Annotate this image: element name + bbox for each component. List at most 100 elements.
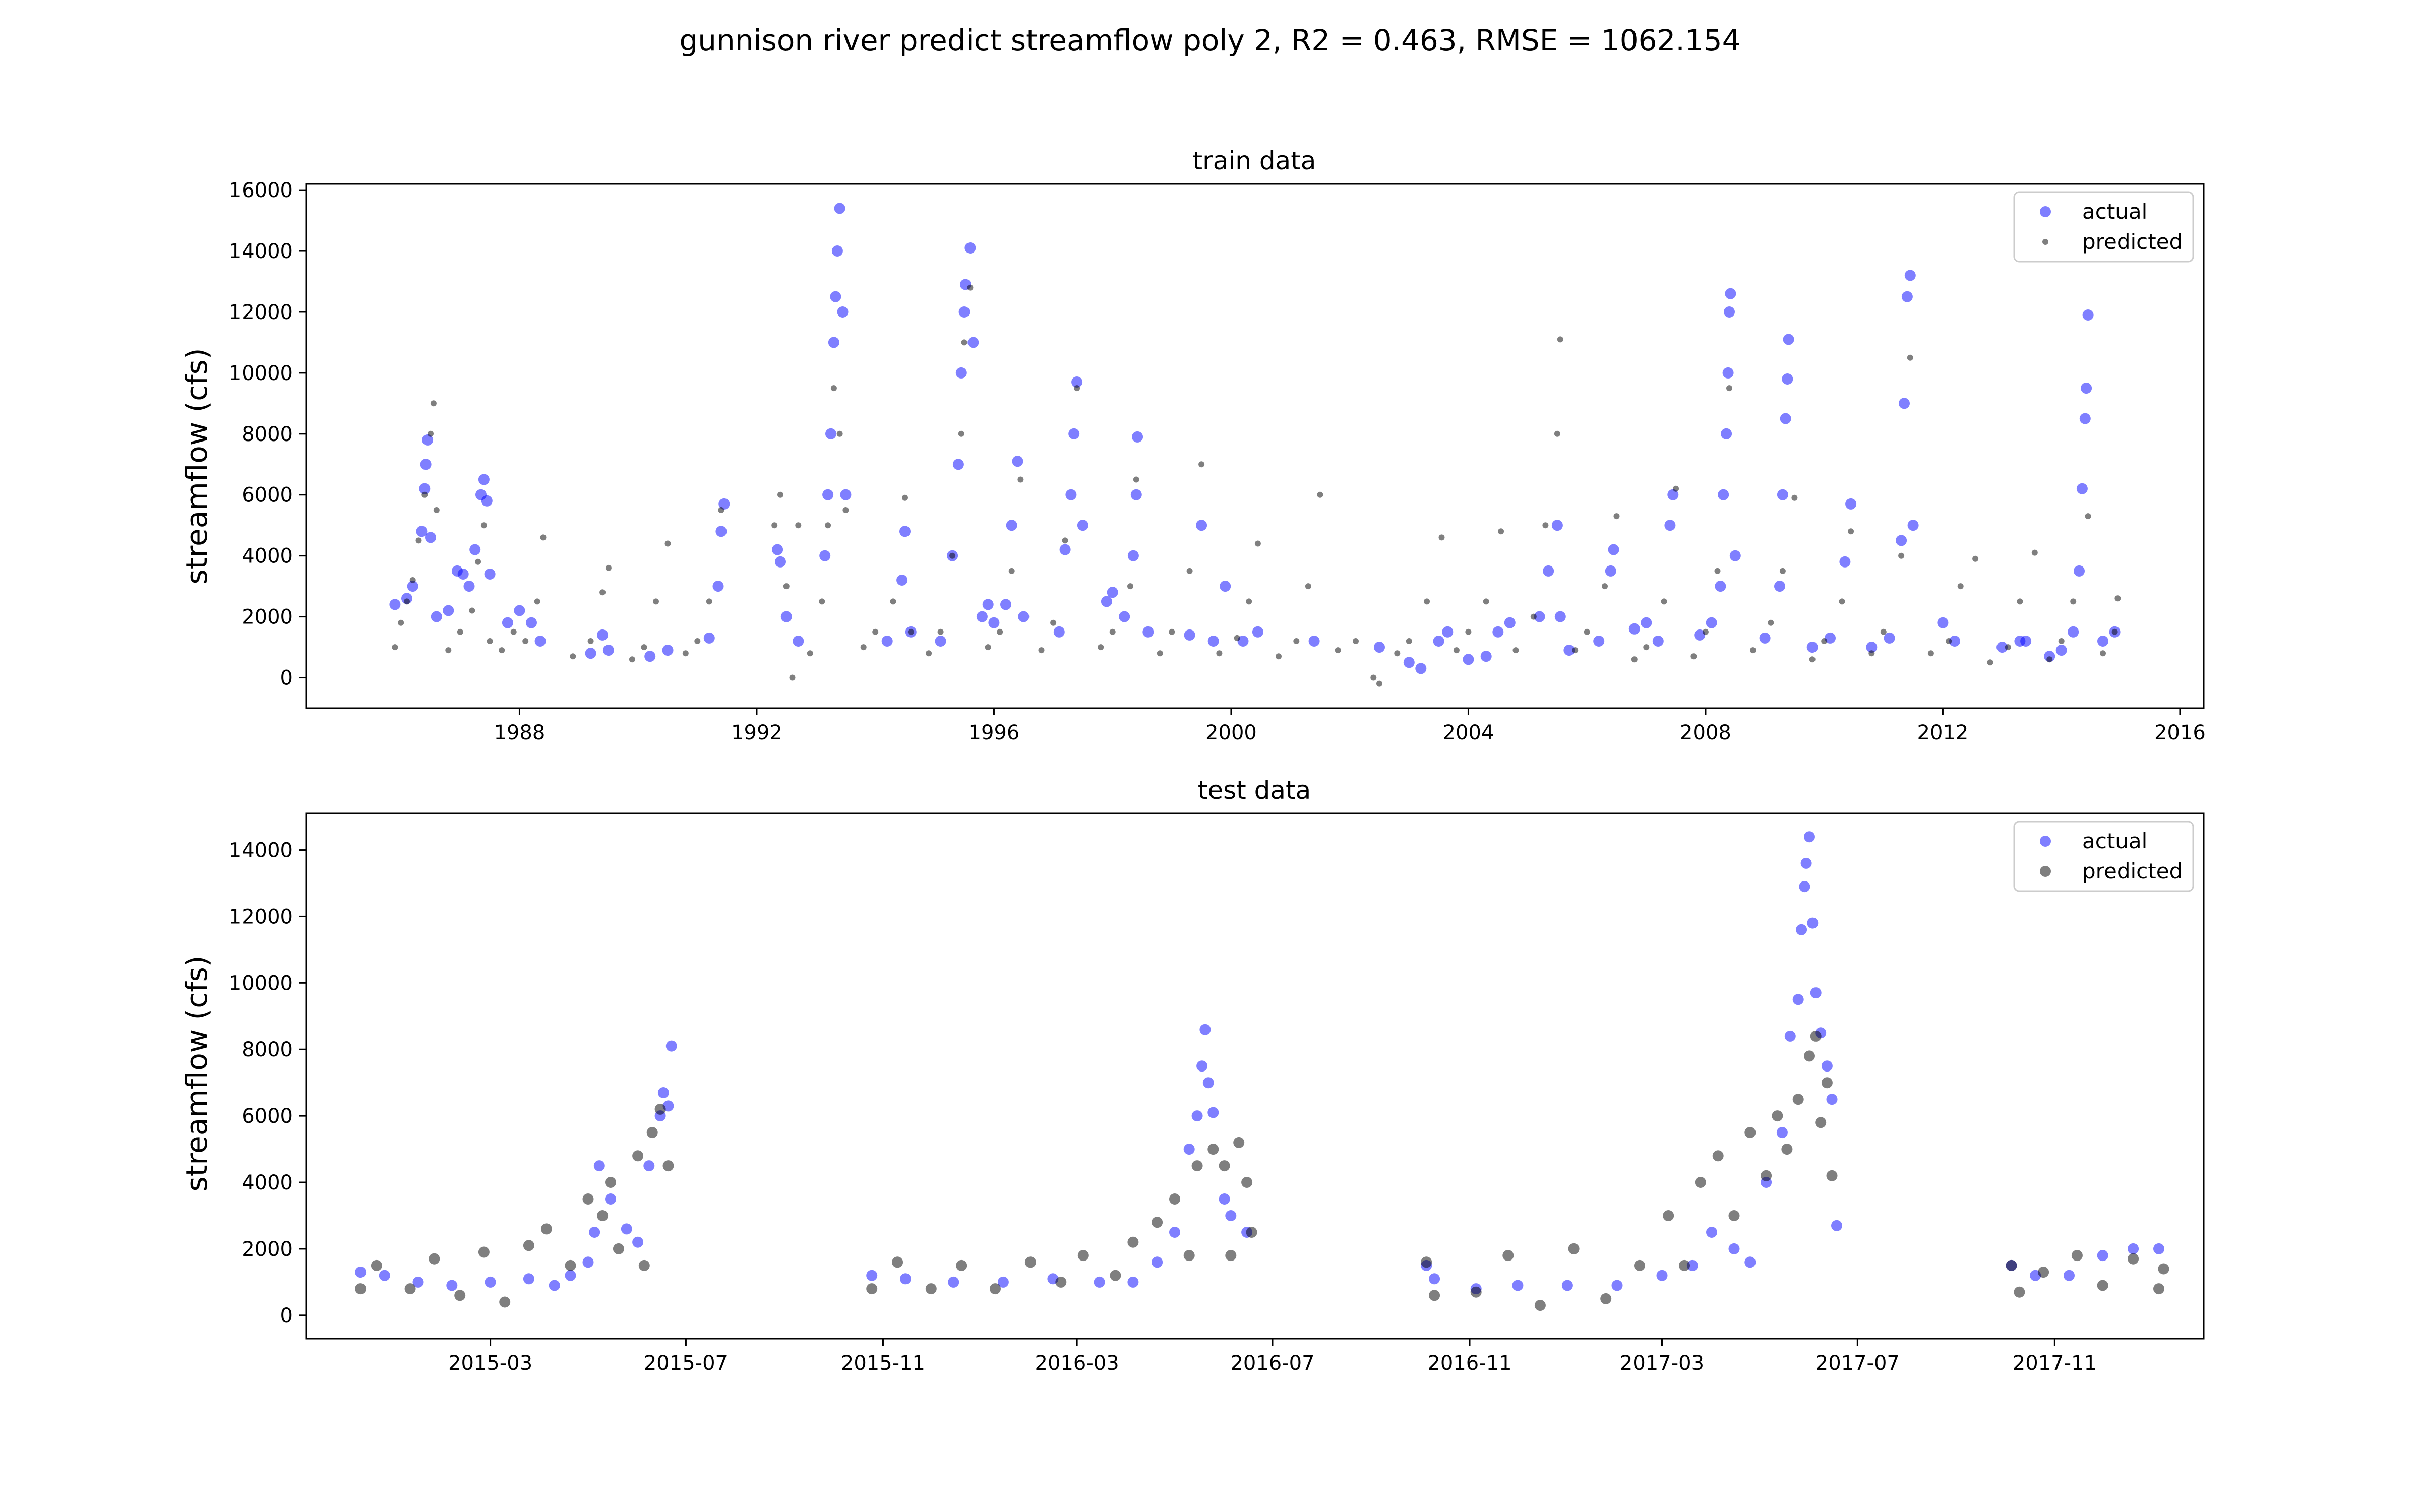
test-predicted-point: [638, 1259, 650, 1271]
train-actual-point: [1006, 520, 1017, 531]
train-predicted-point: [1424, 598, 1430, 605]
train-predicted-point: [2058, 638, 2065, 644]
train-actual-point: [1641, 617, 1652, 628]
train-actual-point: [830, 291, 841, 302]
train-predicted-point: [1465, 628, 1472, 635]
test-actual-point: [632, 1236, 644, 1248]
train-predicted-point: [1557, 336, 1563, 343]
train-actual-point: [1899, 398, 1910, 409]
train-predicted-point: [1572, 647, 1579, 654]
test-actual-point: [589, 1227, 600, 1238]
test-predicted-point: [355, 1283, 367, 1295]
test-actual-point: [1796, 924, 1807, 935]
train-predicted-point: [1613, 513, 1620, 520]
train-predicted-point: [1216, 650, 1223, 657]
test-actual-point: [1512, 1280, 1524, 1291]
test-actual-point: [1127, 1276, 1139, 1288]
test-predicted-point: [1246, 1227, 1257, 1238]
test-predicted-point: [1804, 1050, 1815, 1062]
train-actual-point: [703, 632, 715, 644]
train-actual-point: [775, 556, 786, 568]
test-predicted-point: [1792, 1094, 1804, 1105]
train-predicted-point: [958, 430, 964, 437]
train-predicted-point: [1498, 528, 1504, 535]
train-actual-point: [899, 526, 911, 537]
train-predicted-point: [1234, 635, 1240, 641]
train-actual-point: [425, 532, 436, 543]
test-actual-point: [1199, 1024, 1211, 1035]
train-predicted-point: [1702, 628, 1709, 635]
test-predicted-point: [1219, 1160, 1230, 1172]
test-x-tick-label: 2017-11: [2013, 1352, 2097, 1375]
test-predicted-point: [1470, 1286, 1482, 1298]
test-predicted-point: [605, 1177, 616, 1188]
test-actual-point: [485, 1276, 496, 1288]
train-y-tick-label: 0: [280, 667, 293, 690]
train-actual-point: [1721, 428, 1732, 439]
train-x-tick-label: 2008: [1680, 721, 1731, 744]
train-x-tick-label: 2004: [1443, 721, 1494, 744]
test-actual-point: [1094, 1276, 1105, 1288]
train-x-tick-label: 2000: [1205, 721, 1257, 744]
train-predicted-point: [1038, 647, 1045, 654]
train-actual-point: [1504, 617, 1516, 628]
train-actual-point: [1308, 636, 1320, 647]
test-predicted-point: [1744, 1127, 1756, 1139]
train-predicted-point: [1631, 656, 1638, 663]
train-predicted-point: [1406, 638, 1412, 644]
test-x-tick-label: 2017-07: [1816, 1352, 1900, 1375]
train-actual-point: [1729, 550, 1741, 561]
train-predicted-point: [1987, 659, 1993, 666]
train-actual-point: [1220, 581, 1231, 592]
test-y-tick-label: 10000: [229, 972, 293, 995]
train-predicted-point: [1907, 354, 1913, 361]
train-points: [389, 203, 2121, 687]
test-legend-actual-marker: [2040, 836, 2051, 847]
test-y-tick-label: 12000: [229, 905, 293, 928]
test-actual-point: [621, 1223, 632, 1235]
train-predicted-point: [1946, 638, 1952, 644]
train-predicted-point: [1726, 385, 1732, 392]
train-actual-point: [822, 489, 834, 500]
train-panel: train data streamflow (cfs) 1988 1992 1996…: [179, 146, 2206, 744]
train-predicted-point: [1169, 628, 1175, 635]
test-predicted-point: [2158, 1263, 2169, 1275]
test-predicted-point: [371, 1259, 382, 1271]
test-predicted-point: [956, 1259, 967, 1271]
test-legend-predicted-marker: [2040, 866, 2051, 877]
train-predicted-point: [475, 558, 481, 565]
train-predicted-point: [1643, 644, 1650, 651]
train-actual-point: [1904, 270, 1916, 281]
train-predicted-point: [706, 598, 712, 605]
test-actual-point: [657, 1087, 669, 1098]
test-predicted-point: [1169, 1193, 1180, 1205]
test-y-tick-label: 4000: [241, 1171, 293, 1194]
train-actual-point: [1825, 632, 1836, 644]
test-legend-actual-label: actual: [2082, 829, 2147, 853]
test-predicted-point: [1712, 1150, 1724, 1162]
test-predicted-point: [1077, 1250, 1089, 1262]
train-actual-point: [1718, 489, 1729, 500]
train-predicted-point: [1198, 461, 1205, 468]
test-predicted-point: [404, 1283, 416, 1295]
test-predicted-point: [1679, 1259, 1690, 1271]
train-actual-point: [420, 459, 432, 470]
train-actual-point: [1806, 642, 1818, 653]
train-predicted-point: [2070, 598, 2077, 605]
train-y-tick-label: 4000: [241, 545, 293, 568]
train-actual-point: [1839, 556, 1851, 568]
train-predicted-point: [997, 628, 1003, 635]
test-actual-point: [523, 1273, 534, 1285]
test-predicted-point: [1110, 1270, 1121, 1281]
train-predicted-point: [860, 644, 867, 651]
test-actual-point: [1207, 1107, 1219, 1118]
train-predicted-point: [1839, 598, 1845, 605]
train-predicted-point: [2005, 644, 2011, 651]
test-actual-point: [1826, 1094, 1838, 1105]
train-predicted-point: [795, 522, 802, 529]
train-predicted-point: [967, 284, 974, 291]
train-predicted-point: [445, 647, 452, 654]
train-predicted-point: [1530, 613, 1537, 620]
train-actual-point: [964, 242, 976, 254]
train-predicted-point: [398, 619, 404, 626]
